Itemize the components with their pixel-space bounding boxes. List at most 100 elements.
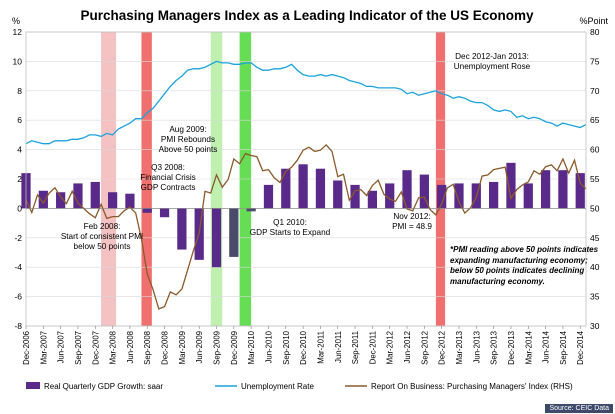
gdp-bar <box>385 183 395 209</box>
x-tick-label: Jun-2014 <box>542 330 551 363</box>
x-tick-label: Jun-2007 <box>57 331 66 364</box>
gdp-bar <box>506 162 516 209</box>
y-left-tick-label: 6 <box>17 115 22 125</box>
gdp-bar <box>489 181 499 209</box>
x-tick-label: Mar-2008 <box>109 331 118 364</box>
x-tick-label: Sep-2011 <box>351 331 360 364</box>
x-tick-label: Sep-2010 <box>282 330 291 364</box>
x-tick-label: Dec-2008 <box>161 331 170 365</box>
gdp-bar <box>246 208 256 212</box>
gdp-bar <box>454 183 464 209</box>
y-left-tick-label: 4 <box>17 145 22 155</box>
annotation-aug-2009: Aug 2009: PMI Rebounds Above 50 points <box>158 125 218 154</box>
y-right-tick-label: 75 <box>590 56 600 66</box>
gdp-bar <box>263 184 274 209</box>
legend-swatch-gdp <box>26 382 40 389</box>
y-right-tick-label: 50 <box>590 203 600 213</box>
gdp-bar <box>73 183 83 209</box>
x-tick-label: Jun-2009 <box>195 331 204 364</box>
x-tick-label: Mar-2010 <box>247 330 256 364</box>
gdp-bar <box>333 180 343 209</box>
y-right-label: %Point <box>579 16 608 26</box>
x-tick-label: Dec-2006 <box>22 331 31 365</box>
gdp-bar <box>350 184 360 209</box>
annotation-dec-2012: Dec 2012-Jan 2013: Unemployment Rose <box>453 52 531 71</box>
x-tick-label: Sep-2008 <box>143 331 152 365</box>
annotation-q1-2010: Q1 2010: GDP Starts to Expand <box>249 218 331 237</box>
x-tick-label: Jun-2012 <box>403 331 412 364</box>
axes: -8 -6 -4 -2 0 2 4 6 8 10 12 30 35 40 45 50 55 60 65 70 75 80 D… <box>13 27 600 365</box>
gdp-bar <box>281 168 291 209</box>
annotation-nov-2012: Nov 2012: PMI = 48.9 <box>392 212 432 231</box>
x-tick-label: Sep-2013 <box>490 331 499 365</box>
x-tick-label: Jun-2010 <box>264 330 273 363</box>
pmi-footnote: *PMI reading above 50 points indicates e… <box>450 245 599 286</box>
x-tick-label: Mar-2014 <box>524 330 533 364</box>
annotation-feb-2008: Feb 2008: Start of consistent PMI below … <box>60 222 144 251</box>
y-right-tick-label: 40 <box>590 262 600 272</box>
gdp-bar <box>90 181 100 209</box>
gdp-bar <box>56 192 66 209</box>
y-left-tick-label: 2 <box>17 174 22 184</box>
x-tick-label: Sep-2012 <box>420 331 429 365</box>
gdp-bar <box>142 208 152 213</box>
y-right-tick-label: 35 <box>590 292 600 302</box>
y-right-tick-label: 55 <box>590 174 600 184</box>
gdp-bar <box>211 208 222 268</box>
y-left-tick-label: -4 <box>14 262 22 272</box>
x-tick-label: Sep-2014 <box>559 330 568 364</box>
x-tick-label: Dec-2009 <box>230 331 239 365</box>
x-tick-label: Dec-2010 <box>299 330 308 364</box>
gdp-bar <box>367 190 378 209</box>
x-tick-label: Mar-2012 <box>386 331 395 364</box>
pmi-line <box>25 143 587 310</box>
x-tick-label: Mar-2009 <box>178 331 187 364</box>
gdp-bar <box>419 174 429 209</box>
gdp-bar <box>575 173 585 209</box>
gdp-bar <box>125 193 135 209</box>
x-tick-label: Dec-2012 <box>438 331 447 365</box>
y-left-tick-label: 0 <box>17 203 22 213</box>
legend-label: Report On Business: Purchasing Managers'… <box>371 382 573 391</box>
x-tick-label: Mar-2013 <box>455 331 464 364</box>
gdp-bar <box>540 170 551 209</box>
y-left-tick-label: 8 <box>17 86 22 96</box>
y-left-tick-label: 10 <box>13 56 23 66</box>
gdp-bar <box>437 184 447 209</box>
gdp-bar <box>315 168 326 209</box>
y-right-tick-label: 60 <box>590 145 600 155</box>
source-label: Source: CEIC Data <box>545 404 613 413</box>
x-tick-label: Jun-2013 <box>472 331 481 364</box>
x-tick-label: Sep-2007 <box>74 331 83 365</box>
y-right-tick-label: 65 <box>590 115 600 125</box>
x-tick-label: Mar-2007 <box>39 331 48 364</box>
y-left-tick-label: 12 <box>13 27 23 37</box>
y-left-tick-label: -2 <box>14 233 22 243</box>
gdp-bar <box>159 208 170 218</box>
y-right-tick-label: 80 <box>590 27 600 37</box>
x-tick-label: Mar-2011 <box>316 331 325 364</box>
x-tick-label: Sep-2009 <box>213 331 222 365</box>
plot-border <box>25 31 587 327</box>
gdp-bar <box>402 170 412 209</box>
chart-title: Purchasing Managers Index as a Leading I… <box>80 8 534 23</box>
x-tick-label: Jun-2011 <box>334 331 343 363</box>
y-left-label: % <box>12 16 20 26</box>
y-left-tick-label: -8 <box>14 321 22 331</box>
gdp-bar <box>38 190 48 209</box>
gdp-bar <box>229 208 239 257</box>
gdp-bar <box>177 208 187 250</box>
y-right-tick-label: 70 <box>590 86 600 96</box>
x-tick-label: Dec-2013 <box>507 331 516 365</box>
y-right-tick-label: 30 <box>590 321 600 331</box>
x-tick-label: Dec-2011 <box>368 331 377 364</box>
gdp-bar <box>298 164 308 209</box>
x-tick-label: Jun-2008 <box>126 331 135 364</box>
legend: Real Quarterly GDP Growth: saar Unemploym… <box>26 382 573 391</box>
gdp-bar <box>558 170 568 209</box>
legend-label: Real Quarterly GDP Growth: saar <box>44 382 163 391</box>
legend-label: Unemployment Rate <box>241 382 314 391</box>
x-tick-label: Dec-2007 <box>91 331 100 365</box>
annotation-q3-2008: Q3 2008: Financial Crisis GDP Contracts <box>140 163 196 192</box>
unemployment-line <box>25 60 587 145</box>
